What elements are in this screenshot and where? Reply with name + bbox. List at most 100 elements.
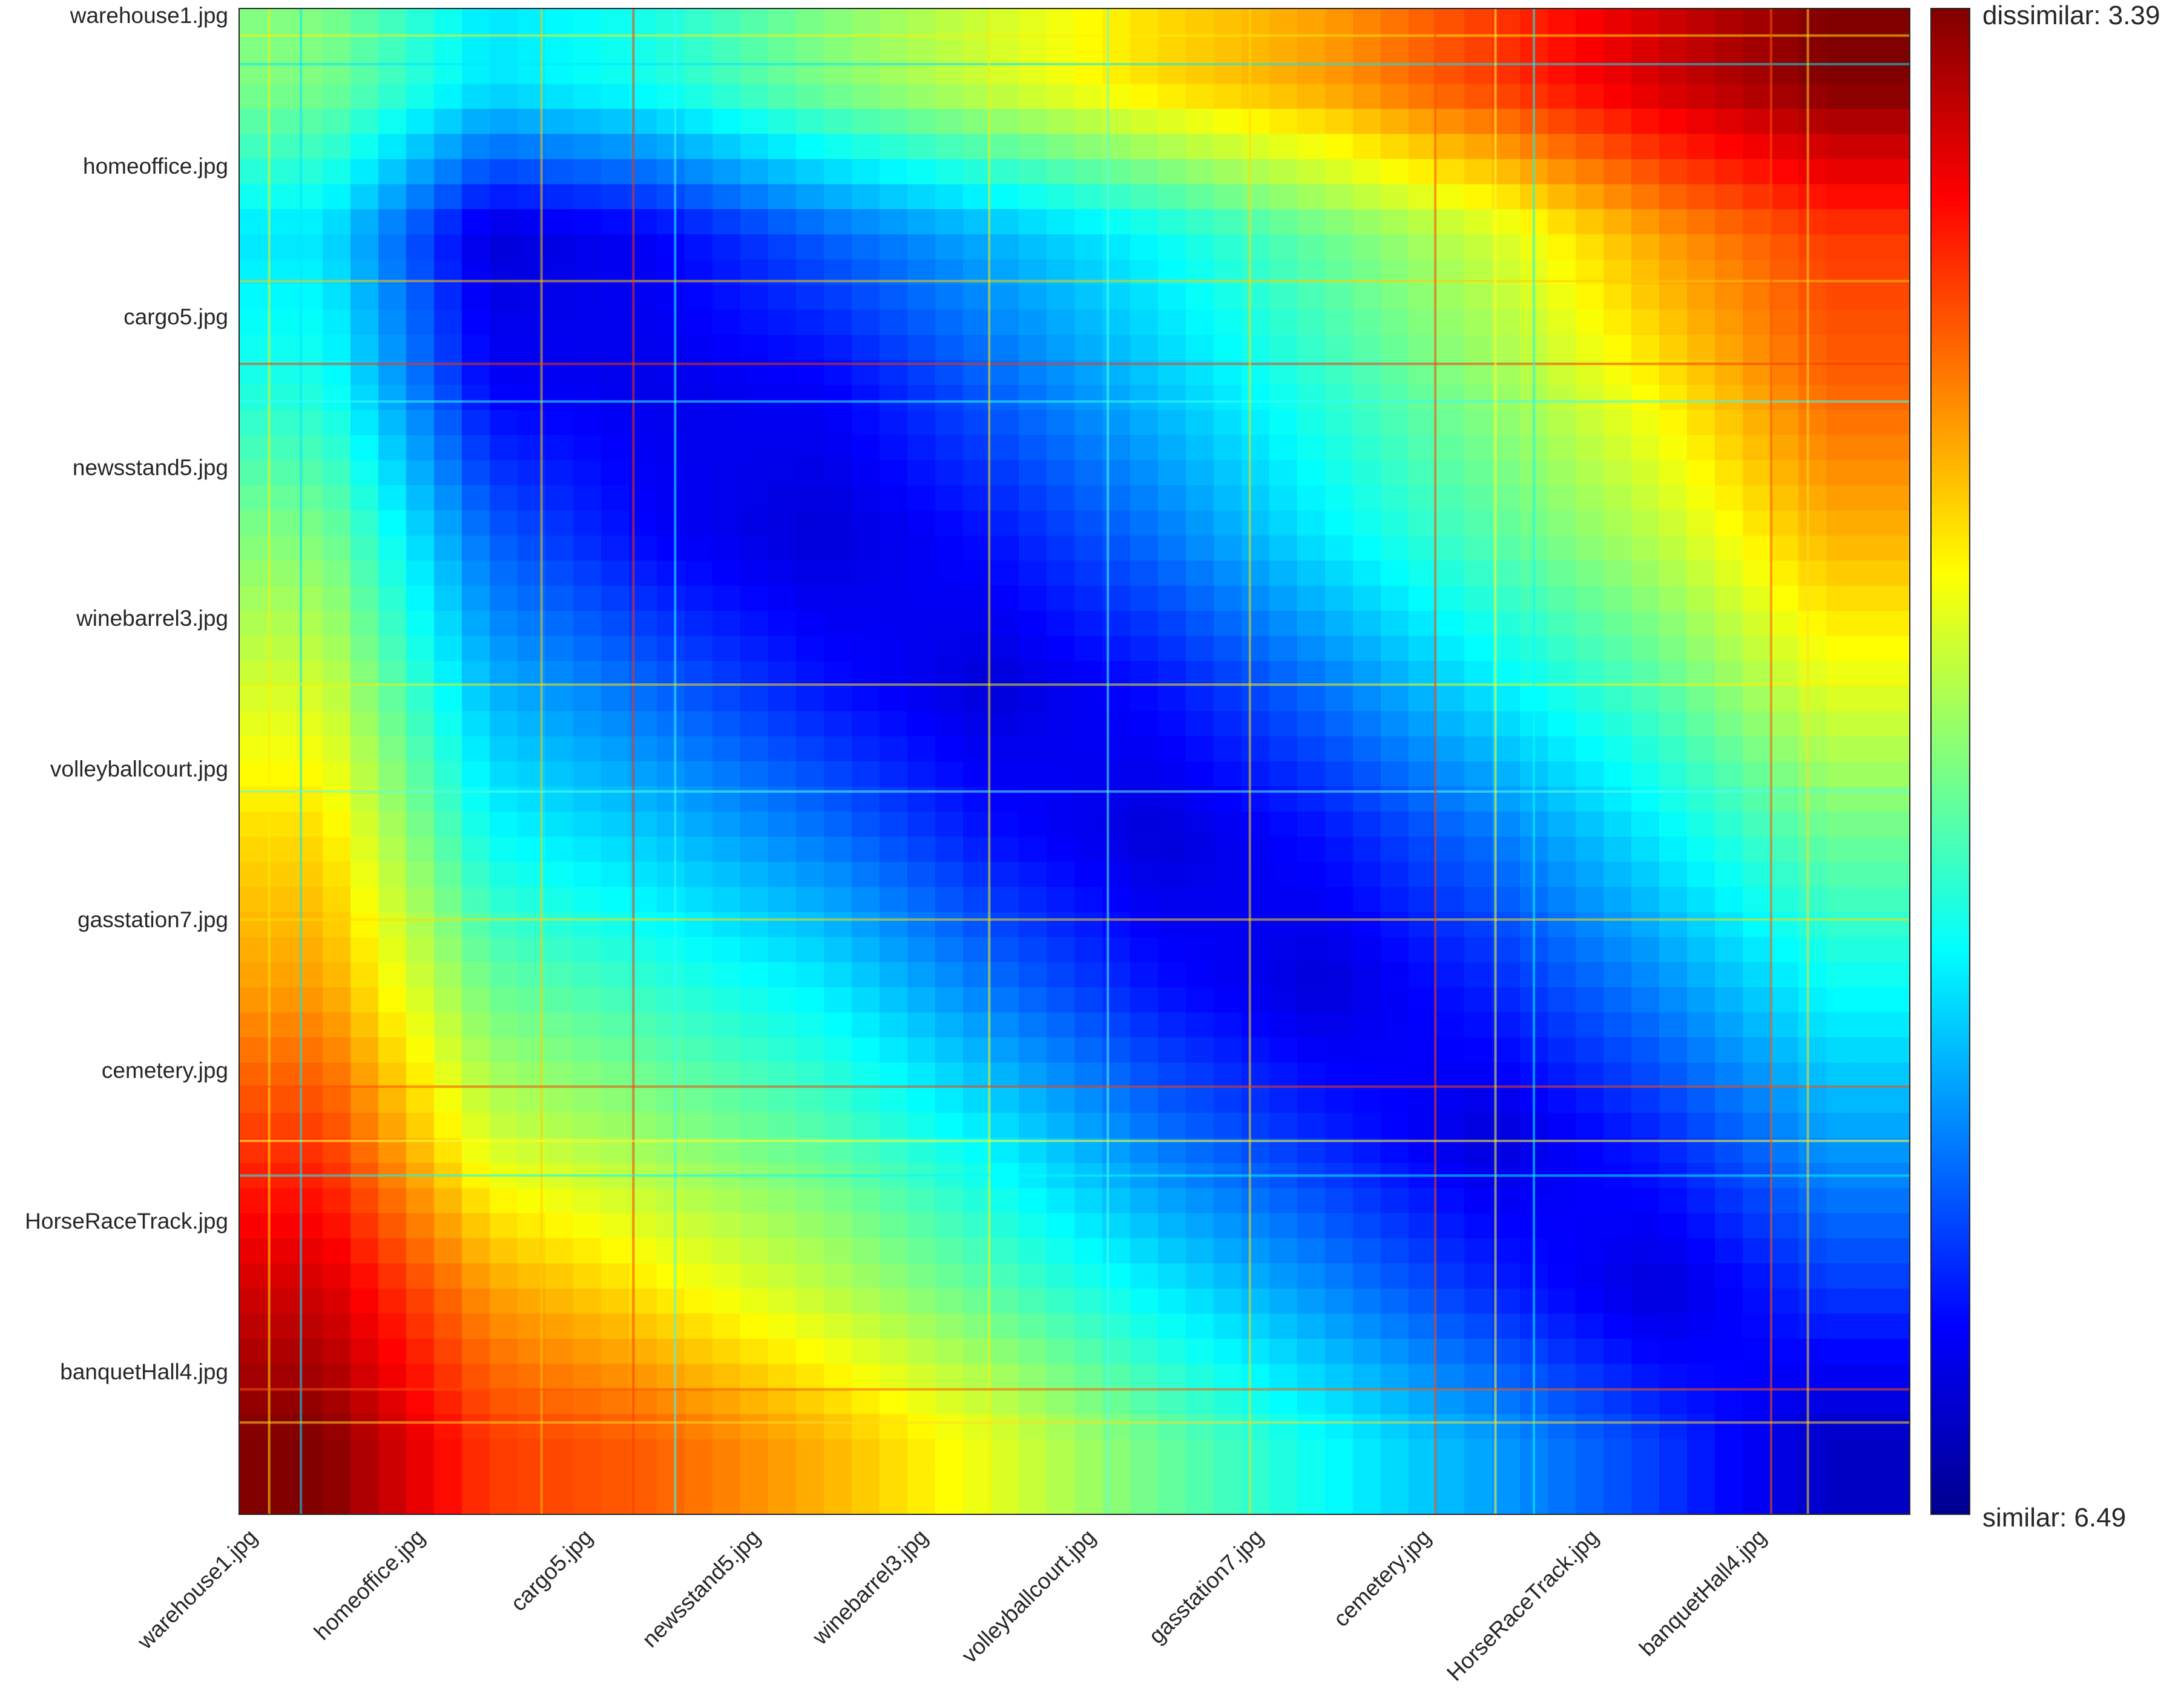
heatmap-cell xyxy=(601,836,630,862)
heatmap-cell xyxy=(1325,1238,1353,1264)
heatmap-cell xyxy=(1576,1088,1604,1114)
heatmap-cell xyxy=(434,1288,462,1315)
heatmap-cell xyxy=(350,234,379,260)
heatmap-cell xyxy=(740,460,769,486)
heatmap-cell xyxy=(350,510,379,536)
heatmap-cell xyxy=(1743,410,1771,436)
heatmap-cell xyxy=(1381,1388,1409,1414)
heatmap-cell xyxy=(1242,485,1270,511)
heatmap-cell xyxy=(1325,1112,1353,1138)
heatmap-cell xyxy=(1464,560,1493,586)
heatmap-cell xyxy=(1492,937,1521,963)
heatmap-cell xyxy=(1715,435,1743,461)
heatmap-cell xyxy=(824,58,852,85)
heatmap-cell xyxy=(1826,661,1855,687)
heatmap-cell xyxy=(657,1388,685,1414)
heatmap-cell xyxy=(406,284,435,310)
heatmap-cell xyxy=(1074,1188,1103,1214)
heatmap-cell xyxy=(1130,1414,1159,1440)
heatmap-cell xyxy=(323,937,351,963)
heatmap-cell xyxy=(1186,485,1214,511)
heatmap-cell xyxy=(323,108,351,135)
heatmap-cell xyxy=(378,1263,407,1289)
heatmap-cell xyxy=(1464,1062,1493,1088)
heatmap-cell xyxy=(545,410,574,436)
heatmap-cell xyxy=(796,284,824,310)
heatmap-cell xyxy=(239,1037,268,1063)
heatmap-cell xyxy=(880,8,908,34)
heatmap-cell xyxy=(350,33,379,59)
heatmap-cell xyxy=(1548,962,1576,988)
heatmap-cell xyxy=(1743,184,1771,210)
heatmap-cell xyxy=(1409,1188,1437,1214)
heatmap-cell xyxy=(1158,962,1186,988)
heatmap-cell xyxy=(852,1263,880,1289)
heatmap-cell xyxy=(1854,636,1883,662)
heatmap-cell xyxy=(1576,1012,1604,1038)
heatmap-cell xyxy=(935,1012,964,1038)
heatmap-cell xyxy=(1854,58,1883,85)
heatmap-cell xyxy=(601,1388,630,1414)
heatmap-cell xyxy=(1436,1112,1465,1138)
heatmap-cell xyxy=(1019,636,1047,662)
heatmap-cell xyxy=(462,309,490,335)
heatmap-cell xyxy=(1854,1439,1883,1465)
heatmap-cell xyxy=(1576,58,1604,85)
heatmap-cell xyxy=(1325,435,1353,461)
heatmap-cell xyxy=(1325,1062,1353,1088)
heatmap-cell xyxy=(1074,1338,1103,1364)
heatmap-cell xyxy=(378,1288,407,1315)
heatmap-cell xyxy=(1631,84,1660,110)
heatmap-cell xyxy=(490,1012,518,1038)
heatmap-cell xyxy=(462,1388,490,1414)
heatmap-cell xyxy=(545,510,574,536)
heatmap-cell xyxy=(1659,611,1688,637)
heatmap-cell xyxy=(1186,1238,1214,1264)
heatmap-cell xyxy=(1353,661,1381,687)
heatmap-cell xyxy=(935,987,964,1013)
heatmap-cell xyxy=(1269,510,1298,536)
heatmap-cell xyxy=(295,585,323,611)
heatmap-cell xyxy=(1603,736,1632,762)
heatmap-cell xyxy=(1186,385,1214,411)
heatmap-cell xyxy=(1325,912,1353,938)
heatmap-cell xyxy=(991,184,1019,210)
heatmap-cell xyxy=(1576,159,1604,185)
heatmap-cell xyxy=(323,385,351,411)
heatmap-cell xyxy=(1242,836,1270,862)
heatmap-cell xyxy=(1047,1489,1075,1515)
heatmap-cell xyxy=(1854,585,1883,611)
heatmap-cell xyxy=(1047,661,1075,687)
heatmap-cell xyxy=(1492,8,1521,34)
heatmap-cell xyxy=(1548,108,1576,135)
heatmap-cell xyxy=(1074,485,1103,511)
heatmap-cell xyxy=(406,535,435,562)
heatmap-cell xyxy=(1214,435,1242,461)
heatmap-cell xyxy=(1158,636,1186,662)
heatmap-cell xyxy=(796,937,824,963)
heatmap-cell xyxy=(880,585,908,611)
heatmap-cell xyxy=(712,912,741,938)
heatmap-cell xyxy=(1715,535,1743,562)
heatmap-cell xyxy=(963,1288,992,1315)
heatmap-cell xyxy=(1130,1037,1159,1063)
heatmap-cell xyxy=(824,1263,852,1289)
heatmap-cell xyxy=(768,410,797,436)
heatmap-cell xyxy=(1353,761,1381,787)
heatmap-cell xyxy=(1771,1338,1799,1364)
heatmap-cell xyxy=(1436,1313,1465,1339)
heatmap-cell xyxy=(824,1112,852,1138)
heatmap-cell xyxy=(1102,1338,1131,1364)
heatmap-cell xyxy=(1409,309,1437,335)
heatmap-cell xyxy=(712,309,741,335)
heatmap-cell xyxy=(1102,159,1131,185)
heatmap-cell xyxy=(796,962,824,988)
heatmap-cell xyxy=(1715,1037,1743,1063)
heatmap-cell xyxy=(1492,1012,1521,1038)
heatmap-cell xyxy=(1019,1288,1047,1315)
heatmap-cell xyxy=(1826,1112,1855,1138)
heatmap-cell xyxy=(657,1088,685,1114)
heatmap-cell xyxy=(1659,1439,1688,1465)
heatmap-cell xyxy=(1882,836,1910,862)
heatmap-cell xyxy=(1882,1388,1910,1414)
